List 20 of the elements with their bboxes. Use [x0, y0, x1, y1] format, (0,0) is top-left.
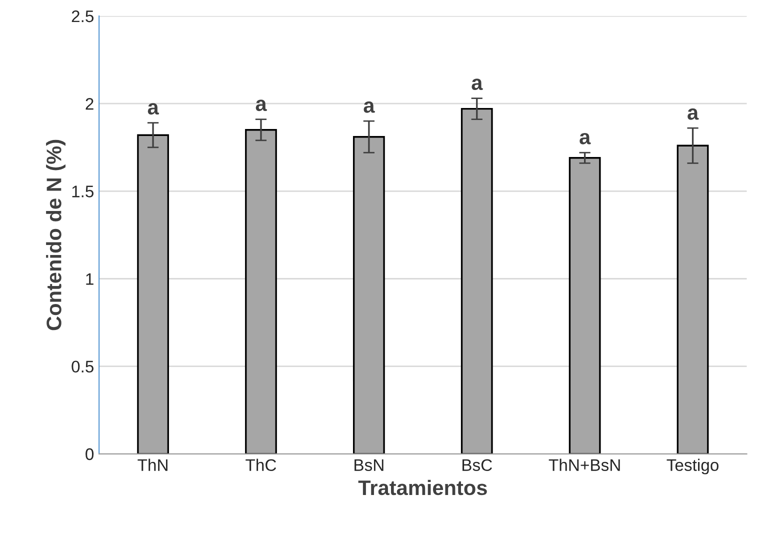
annotation: a: [580, 132, 591, 144]
annotation: a: [688, 108, 699, 120]
x-tick-label: ThC: [246, 458, 276, 472]
y-tick-label: 2.5: [72, 10, 94, 22]
x-tick-label: ThN: [138, 458, 168, 471]
x-tick-label: BsC: [462, 459, 492, 472]
annotation: a: [472, 78, 483, 90]
y-axis-title: Contenido de N (%): [46, 140, 66, 330]
x-tick-label: Testigo: [666, 458, 718, 474]
y-tick-label: 1: [86, 273, 94, 285]
y-tick-label: 0: [86, 448, 94, 460]
x-tick-label: BsN: [354, 459, 384, 472]
y-tick-label: 1.5: [72, 186, 94, 198]
y-tick-label: 2: [86, 98, 94, 110]
annotation: a: [256, 100, 267, 112]
x-tick-label: ThN+BsN: [548, 458, 620, 472]
x-axis-title: Tratamientos: [358, 480, 487, 496]
y-tick-label: 0.5: [72, 360, 94, 373]
annotation: a: [364, 101, 375, 113]
annotation: a: [148, 103, 159, 115]
